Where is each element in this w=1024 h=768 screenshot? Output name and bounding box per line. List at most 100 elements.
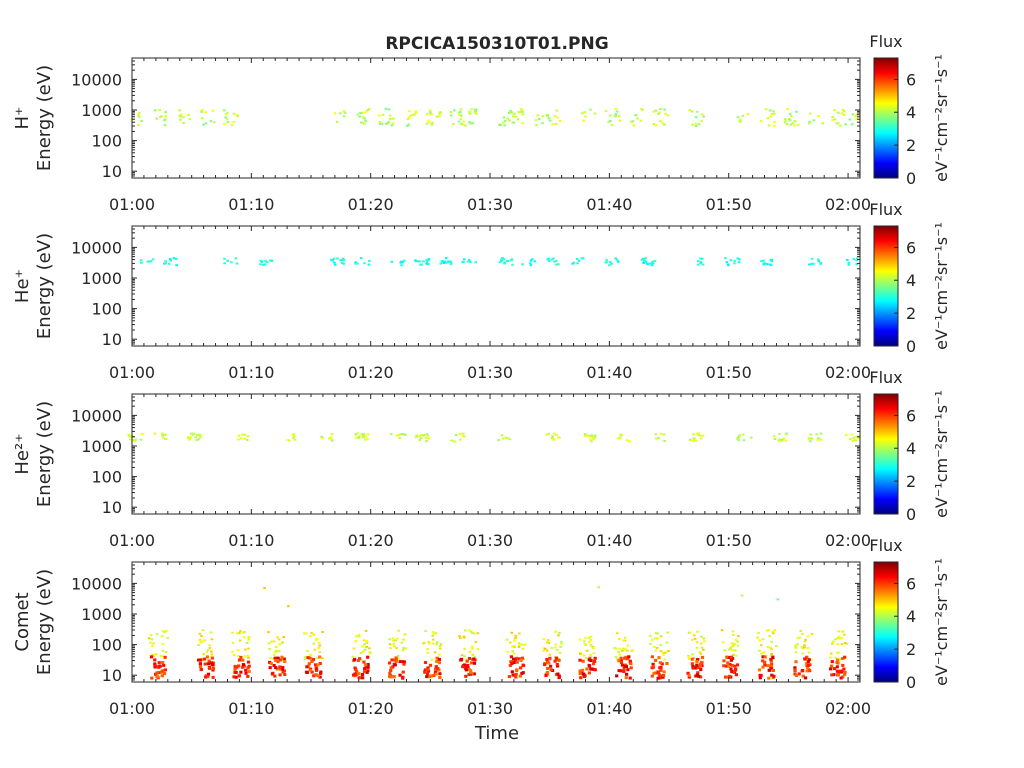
y-tick-label: 1000 (81, 437, 122, 456)
data-cell (737, 436, 740, 439)
data-cell (246, 439, 249, 441)
data-cell (366, 437, 369, 440)
data-cell (469, 260, 472, 263)
data-cell (469, 630, 473, 633)
data-cell (589, 659, 593, 662)
data-cell (654, 658, 658, 662)
x-tick-label: 01:20 (348, 363, 394, 382)
data-cell (205, 650, 209, 653)
data-cell (317, 646, 320, 649)
data-cell (837, 635, 841, 638)
data-cell (553, 115, 557, 117)
data-cell (232, 654, 236, 657)
data-cell (452, 109, 456, 112)
data-cell (204, 111, 207, 114)
data-cell (178, 109, 181, 112)
colorbar-tick-label: 6 (906, 406, 916, 425)
data-cell (471, 653, 475, 656)
data-cell (837, 630, 841, 633)
data-cell (622, 647, 625, 650)
data-cell (362, 111, 365, 114)
data-cell (844, 123, 848, 126)
data-cell (692, 439, 695, 442)
data-cell (503, 262, 506, 265)
data-cell (430, 658, 434, 661)
data-cell (402, 647, 405, 649)
data-cell (700, 655, 705, 659)
data-cell (511, 263, 514, 266)
colorbar-tick-label: 0 (906, 337, 916, 356)
data-cell (368, 259, 371, 262)
data-cell (461, 665, 465, 669)
data-cell (651, 260, 654, 263)
data-cell (816, 438, 820, 441)
data-cell (554, 656, 558, 660)
data-cell (427, 642, 431, 645)
data-cell (263, 587, 266, 590)
data-cell (699, 652, 702, 655)
data-cell (368, 107, 371, 110)
data-cell (282, 657, 286, 661)
data-cell (757, 632, 760, 635)
data-cell (304, 632, 308, 635)
data-cell (239, 670, 243, 674)
data-cell (438, 676, 442, 679)
data-cell (661, 675, 665, 679)
data-cell (763, 655, 767, 659)
data-cell (639, 119, 642, 122)
data-cell (163, 668, 167, 672)
data-cell (591, 662, 596, 666)
data-cell (662, 653, 665, 656)
data-cell (555, 263, 558, 266)
data-cell (424, 436, 428, 439)
data-cell (155, 633, 159, 636)
data-cell (732, 644, 735, 647)
data-cell (427, 263, 430, 266)
data-cell (840, 669, 844, 673)
data-cell (778, 438, 781, 441)
data-cell (521, 110, 524, 112)
data-cell (695, 658, 700, 662)
data-cell (850, 123, 854, 126)
data-cell (259, 263, 262, 266)
data-cell (610, 124, 614, 127)
data-cell (650, 674, 654, 678)
data-cell (627, 655, 631, 659)
data-cell (401, 261, 405, 264)
data-cell (759, 119, 763, 122)
data-cell (468, 111, 471, 113)
data-cell (762, 651, 766, 654)
data-cell (769, 654, 773, 657)
data-cell (533, 260, 537, 263)
data-cell (853, 438, 856, 441)
data-cell (463, 655, 466, 658)
data-cell (395, 647, 398, 649)
data-cell (503, 258, 506, 261)
data-cell (617, 650, 620, 653)
data-cell (634, 114, 637, 117)
data-cell (364, 438, 367, 441)
colorbar-tick-label: 0 (906, 673, 916, 692)
data-cell (699, 668, 703, 672)
data-cell (366, 655, 370, 659)
data-cell (728, 663, 732, 666)
data-cell (211, 109, 215, 112)
data-cell (529, 264, 533, 267)
data-cell (691, 653, 694, 656)
data-cell (549, 668, 553, 672)
data-cell (547, 117, 551, 120)
data-cell (804, 662, 809, 666)
data-cell (808, 122, 811, 125)
data-cell (798, 636, 802, 639)
data-cell (690, 662, 694, 666)
data-cell (855, 257, 859, 260)
data-cell (522, 664, 526, 668)
data-cell (201, 629, 205, 632)
data-cell (610, 262, 613, 265)
data-cell (855, 118, 858, 121)
data-cell (514, 675, 518, 679)
data-cell (810, 658, 813, 661)
axes-frame (131, 561, 861, 683)
data-cell (548, 653, 552, 656)
